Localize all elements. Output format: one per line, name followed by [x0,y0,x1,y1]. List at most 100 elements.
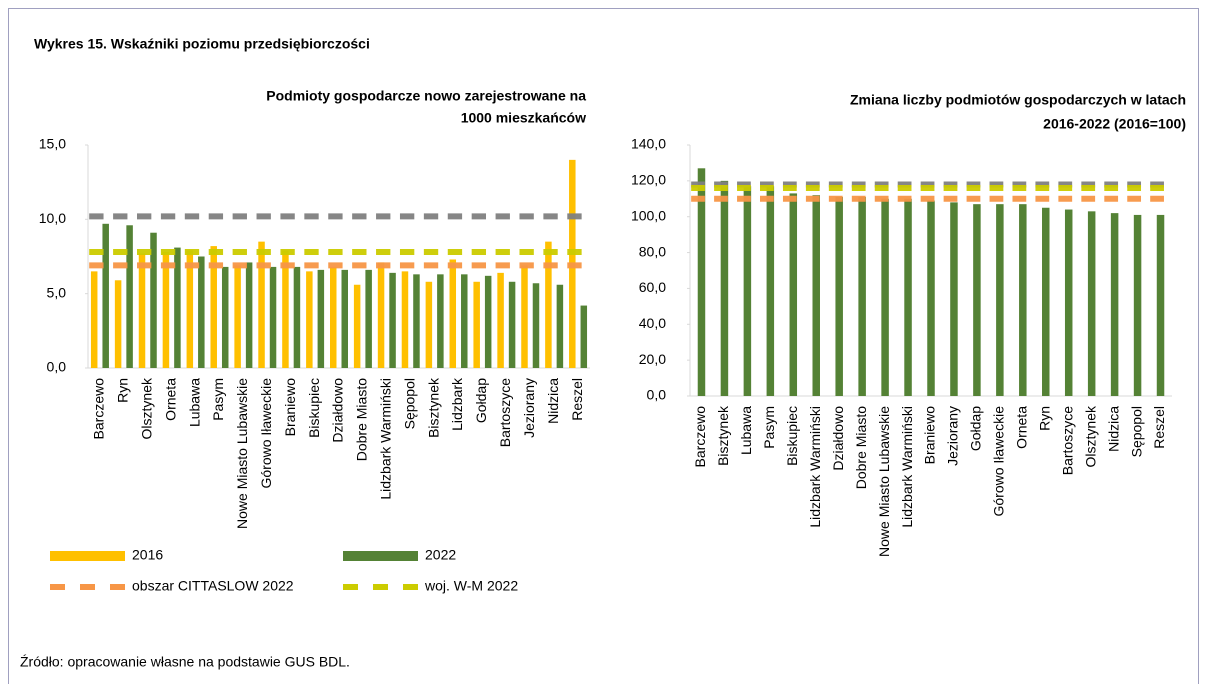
bar [258,241,265,368]
bar [150,232,157,368]
bar [1042,207,1050,396]
x-tick-label: Bartoszyce [497,378,513,447]
legend-label: woj. W-M 2022 [424,578,518,594]
bar [950,202,958,396]
legend-swatch [343,551,418,561]
bar [138,253,146,368]
bar [881,198,889,396]
bar [198,256,205,368]
x-tick-label: Reszel [569,378,585,421]
x-tick-label: Reszel [1151,406,1167,449]
x-tick-label: Lidzbark Warmiński [807,406,823,528]
y-tick-label: 0,0 [47,359,67,375]
x-tick-label: Lubawa [738,406,754,455]
bar [545,241,552,368]
bar [377,262,385,368]
bar [697,168,706,396]
x-tick-label: Nidzica [545,378,561,424]
bar [1110,213,1119,396]
y-tick-label: 120,0 [631,172,666,188]
bar [858,196,866,396]
y-tick-label: 10,0 [39,210,66,226]
y-tick-label: 5,0 [47,284,67,300]
legend-label: 2022 [425,547,456,563]
chart-title: 2016-2022 (2016=100) [1043,116,1186,132]
bar [1133,214,1142,396]
x-tick-label: Nidzica [1105,406,1121,452]
x-tick-label: Jeziorany [521,378,537,438]
bar [532,283,540,368]
x-tick-label: Lidzbark Warmiński [899,406,915,528]
legend-swatch [50,551,125,561]
bar [973,204,981,396]
x-tick-label: Bisztynek [425,377,441,438]
y-tick-label: 140,0 [631,136,666,152]
bar [1156,214,1165,396]
bar [996,204,1004,396]
legend-label: 2016 [132,547,163,563]
page-title: Wykres 15. Wskaźniki poziomu przedsiębio… [34,36,370,52]
x-tick-label: Olsztynek [1082,405,1098,467]
bar [1064,209,1073,396]
bar [186,250,194,368]
x-tick-label: Górowo Iławeckie [991,406,1007,517]
bar [317,269,325,368]
bar [174,247,181,368]
chart-title: Podmioty gospodarcze nowo zarejestrowane… [266,88,586,104]
x-tick-label: Bartoszyce [1059,406,1075,475]
legend-label: obszar CITTASLOW 2022 [132,578,294,594]
bar [556,284,564,368]
y-tick-label: 60,0 [639,279,666,295]
bar [162,252,170,368]
bar [766,186,775,396]
bar [210,246,217,368]
bar [341,269,348,368]
y-tick-label: 100,0 [631,207,666,223]
chart-title: 1000 mieszkańców [461,110,586,126]
bar [449,259,457,368]
x-tick-label: Orneta [1014,406,1030,449]
x-tick-label: Lidzbark [449,377,465,431]
x-tick-label: Olsztynek [138,377,154,439]
x-tick-label: Braniewo [922,406,938,465]
bar [221,266,229,368]
bar [306,271,313,368]
x-tick-label: Sępopol [401,378,417,429]
bar [293,266,301,368]
bar [521,265,528,368]
x-tick-label: Barczewo [91,378,107,440]
x-tick-label: Nowe Miasto Lubawskie [234,378,250,529]
bar [234,265,241,368]
x-tick-label: Biskupiec [784,406,800,466]
bar [365,269,372,368]
x-tick-label: Pasym [761,406,777,449]
bar [413,274,420,368]
x-tick-label: Jeziorany [945,406,961,466]
bar [389,272,396,368]
x-tick-label: Braniewo [282,378,298,437]
bar [461,274,468,368]
y-tick-label: 20,0 [639,351,666,367]
frame [8,8,1199,684]
bar [1087,211,1096,396]
y-tick-label: 80,0 [639,243,666,259]
y-tick-label: 15,0 [39,136,66,152]
x-tick-label: Pasym [210,378,226,421]
chart-title: Zmiana liczby podmiotów gospodarczych w … [850,92,1186,108]
bar [812,195,820,396]
bar [835,196,843,396]
bar [508,281,516,368]
bar [473,281,480,368]
bar [1019,204,1027,396]
bar [102,223,109,368]
bar [269,266,277,368]
bar [484,275,492,368]
x-tick-label: Barczewo [692,406,708,468]
x-tick-label: Nowe Miasto Lubawskie [876,406,892,557]
x-tick-label: Lidzbark Warmiński [378,378,394,500]
bar [789,193,798,396]
x-tick-label: Dobre Miasto [853,406,869,489]
x-tick-label: Działdowo [330,378,346,443]
bar [743,186,752,396]
x-tick-label: Działdowo [830,406,846,471]
